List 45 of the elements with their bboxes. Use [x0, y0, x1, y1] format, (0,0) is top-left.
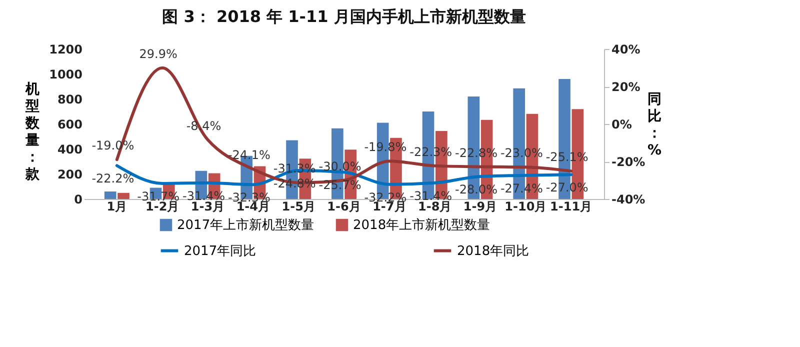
y-tick-label: 0 [74, 192, 82, 206]
data-label: -24.1% [228, 148, 270, 162]
data-label: -24.8% [273, 176, 316, 190]
x-tick-label: 1-10月 [504, 200, 547, 214]
data-label: -22.8% [455, 146, 498, 160]
y-tick-label: 200 [57, 168, 82, 182]
x-tick-label: 1-9月 [463, 200, 498, 214]
data-label: -27.0% [546, 180, 588, 195]
y2-tick-label: 40% [612, 42, 640, 56]
chart-title: 图 3： 2018 年 1-11 月国内手机上市新机型数量 [162, 7, 526, 26]
y-axis-title: 机型数量：款 [24, 82, 40, 182]
y-tick-label: 600 [57, 118, 82, 132]
data-label: -23.0% [500, 146, 543, 160]
y2-tick-label: -20% [612, 155, 646, 169]
y-tick-label: 400 [57, 142, 82, 156]
data-label: -28.0% [455, 182, 498, 196]
bar [118, 192, 130, 199]
x-tick-label: 1-8月 [418, 200, 452, 214]
legend-label: 2017年同比 [184, 244, 256, 259]
data-label: -22.3% [410, 144, 452, 159]
data-label: -25.7% [318, 178, 362, 192]
x-tick-label: 1-6月 [327, 200, 361, 214]
data-label: -22.2% [92, 172, 134, 186]
x-tick-label: 1月 [106, 200, 128, 214]
data-label: -25.1% [546, 150, 588, 164]
y-tick-label: 1200 [49, 42, 82, 56]
y-tick-label: 1000 [49, 68, 82, 82]
data-label: -19.8% [364, 140, 407, 154]
legend-label: 2017年上市新机型数量 [177, 218, 314, 233]
data-label: -31.3% [273, 162, 316, 176]
x-tick-label: 1-11月 [550, 200, 592, 214]
x-tick-label: 1-3月 [190, 200, 225, 214]
y2-tick-label: 20% [612, 80, 640, 94]
data-label: -27.4% [500, 181, 543, 196]
legend-label: 2018年上市新机型数量 [353, 218, 490, 233]
data-label: 29.9% [139, 46, 178, 61]
bar [104, 192, 116, 199]
y2-tick-label: -40% [612, 192, 646, 206]
legend-label: 2018年同比 [457, 244, 530, 259]
data-label: -30.0% [318, 159, 362, 174]
x-tick-label: 1-5月 [282, 200, 316, 214]
y2-axis-title: 同比：% [647, 92, 662, 158]
x-tick-label: 1-2月 [145, 200, 180, 214]
y2-tick-label: 0% [612, 118, 632, 132]
y-tick-label: 800 [57, 92, 82, 106]
